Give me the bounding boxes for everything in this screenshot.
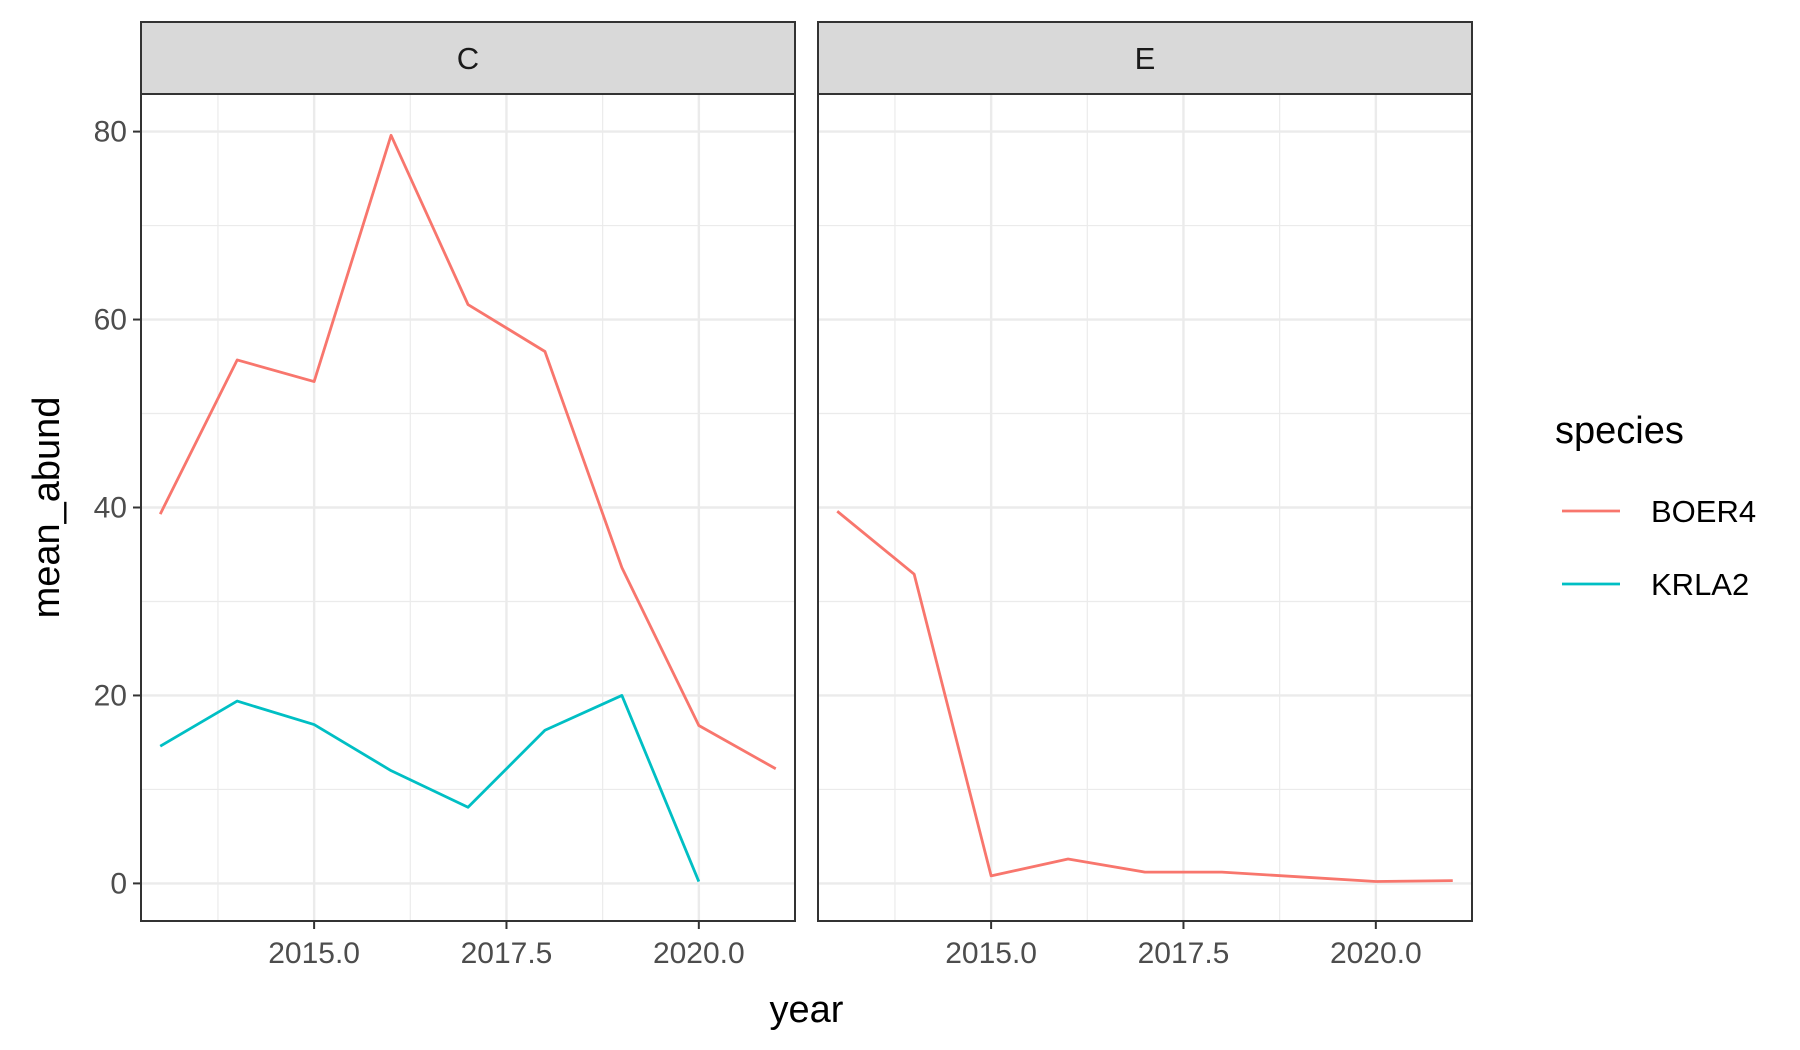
series-line-boer4: [836, 510, 1453, 883]
legend-title: species: [1555, 410, 1684, 452]
facet-strip: [817, 21, 1473, 95]
y-tick-label: 60: [94, 304, 127, 337]
facet-panel-e: E 2015.0 2017.5 2020.0: [817, 21, 1473, 970]
x-tick-label: 2017.5: [461, 937, 553, 970]
y-tick-label: 0: [110, 867, 127, 900]
x-tick-label: 2015.0: [268, 937, 360, 970]
x-axis-title: year: [770, 989, 844, 1031]
series-line-boer4: [158, 133, 777, 770]
series-line-krla2: [159, 694, 701, 883]
y-tick-label: 80: [94, 116, 127, 149]
facet-panels: C 2015.0 2017.5 2020.0 E 2015.0 2017.5 2020.0: [140, 21, 1473, 970]
y-axis-title: mean_abund: [26, 397, 68, 619]
x-tick-label: 2015.0: [945, 937, 1037, 970]
gridlines: [141, 94, 796, 921]
x-tick-label: 2017.5: [1138, 937, 1230, 970]
y-tick-label: 20: [94, 679, 127, 712]
facet-strip: [140, 21, 796, 95]
x-tick-label: 2020.0: [653, 937, 745, 970]
legend-label-krla2: KRLA2: [1651, 567, 1749, 602]
facet-strip-label: C: [457, 41, 479, 76]
legend-label-boer4: BOER4: [1651, 494, 1756, 529]
y-axis: 0 20 40 60 80: [94, 116, 141, 900]
y-tick-label: 40: [94, 492, 127, 525]
x-tick-label: 2020.0: [1330, 937, 1422, 970]
facet-panel-c: C 2015.0 2017.5 2020.0: [140, 21, 796, 970]
legend: species BOER4 KRLA2: [1555, 410, 1756, 602]
facet-strip-label: E: [1135, 41, 1156, 76]
panel-border: [817, 93, 1473, 922]
